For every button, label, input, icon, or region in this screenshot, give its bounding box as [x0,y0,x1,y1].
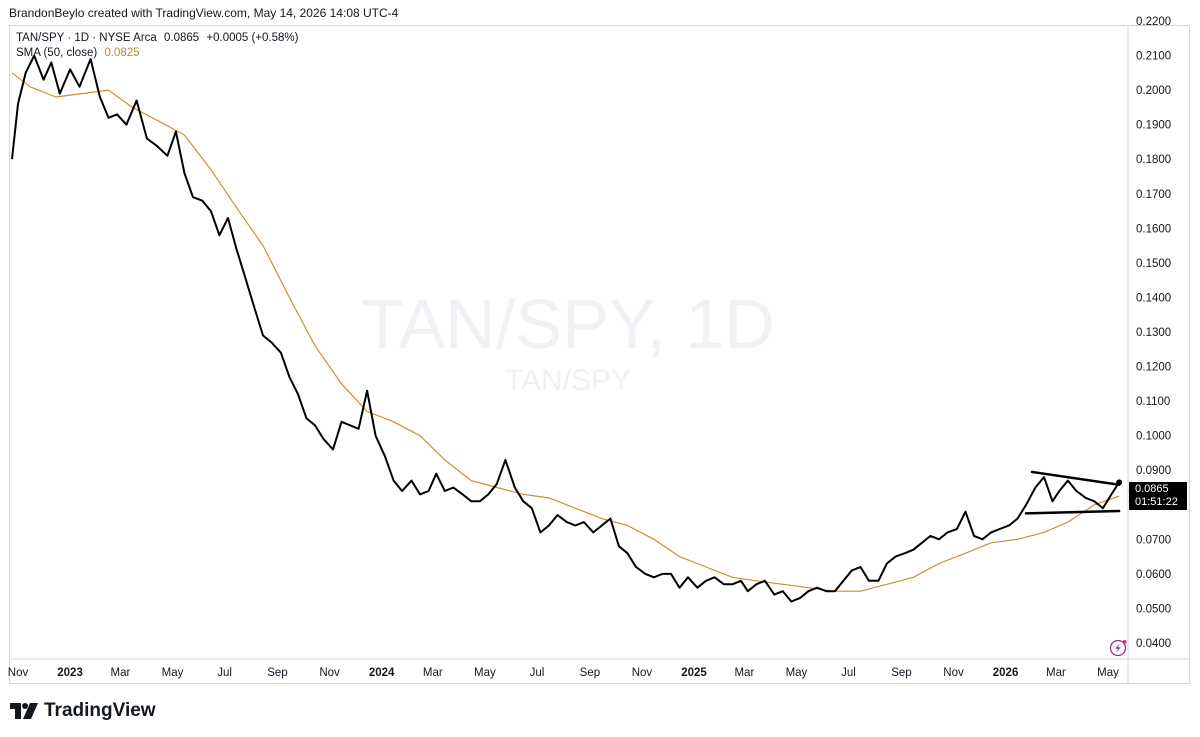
price-tick-label: 0.0700 [1136,534,1171,546]
sma-line [11,72,1120,592]
time-tick-label: Jul [841,667,856,679]
lower-trendline[interactable] [1024,509,1121,515]
time-axis[interactable]: Nov 2023 Mar May Jul Sep Nov 2024 Mar May Jul Sep No… [8,667,1119,679]
watermark-sub: TAN/SPY [505,364,631,397]
time-tick-label: Jul [217,667,232,679]
time-tick-label: Nov [632,667,653,679]
time-tick-label: Sep [580,667,600,679]
price-line [11,54,1120,603]
price-tick-label: 0.1700 [1136,189,1171,201]
chart-watermark: TAN/SPY, 1D TAN/SPY [361,285,775,397]
legend-symbol: TAN/SPY · 1D · NYSE Arca [16,32,157,44]
last-price-value: 0.0865 [1135,483,1169,495]
time-tick-label: Sep [267,667,287,679]
price-tick-label: 0.1600 [1136,223,1171,235]
replay-lightning-icon[interactable] [1109,639,1127,657]
time-tick-label: 2025 [681,667,707,679]
time-tick-label: 2024 [369,667,395,679]
chart-legend[interactable]: TAN/SPY · 1D · NYSE Arca 0.0865 +0.0005 … [16,31,298,61]
price-tick-label: 0.2100 [1136,51,1171,63]
time-tick-label: May [162,667,184,679]
time-tick-label: May [1097,667,1119,679]
price-axis[interactable]: 0.2200 0.2100 0.2000 0.1900 0.1800 0.1700 0.16… [1136,16,1171,650]
legend-sma-value: 0.0825 [104,47,140,59]
legend-symbol-row[interactable]: TAN/SPY · 1D · NYSE Arca 0.0865 +0.0005 … [16,31,298,46]
price-tick-label: 0.1800 [1136,154,1171,166]
time-tick-label: Mar [1046,667,1066,679]
price-tick-label: 0.1500 [1136,258,1171,270]
time-tick-label: Mar [734,667,754,679]
tradingview-logo-icon [10,703,38,719]
upper-trendline[interactable] [1030,470,1121,486]
price-tick-label: 0.0900 [1136,465,1171,477]
price-tick-label: 0.0400 [1136,638,1171,650]
price-tick-label: 0.0600 [1136,569,1171,581]
time-tick-label: May [786,667,808,679]
price-tick-label: 0.2200 [1136,16,1171,28]
time-tick-label: Jul [530,667,545,679]
price-tick-label: 0.1100 [1136,396,1170,408]
watermark-main: TAN/SPY, 1D [361,285,775,363]
legend-sma-label: SMA (50, close) [16,47,98,59]
time-tick-label: Nov [319,667,340,679]
bar-countdown: 01:51:22 [1135,496,1178,508]
tradingview-logo[interactable]: TradingView [10,700,156,722]
time-tick-label: Nov [8,667,29,679]
legend-last-price: 0.0865 [164,32,200,44]
time-tick-label: 2023 [57,667,83,679]
price-tick-label: 0.1900 [1136,120,1171,132]
time-tick-label: Sep [891,667,911,679]
time-tick-label: Nov [943,667,964,679]
price-tick-label: 0.1300 [1136,327,1171,339]
chart-credit: BrandonBeylo created with TradingView.co… [9,6,399,20]
legend-change: +0.0005 (+0.58%) [206,32,299,44]
chart-frame[interactable] [9,25,1190,684]
legend-sma-row[interactable]: SMA (50, close) 0.0825 [16,46,298,61]
time-tick-label: Mar [423,667,443,679]
price-tick-label: 0.1400 [1136,292,1171,304]
time-tick-label: May [474,667,496,679]
tradingview-brand: TradingView [44,700,156,721]
last-price-tag: 0.0865 01:51:22 [1129,482,1187,510]
drawing-layer[interactable] [1024,470,1121,515]
price-tick-label: 0.0500 [1136,603,1171,615]
time-tick-label: Mar [111,667,131,679]
time-tick-label: 2026 [993,667,1019,679]
price-tick-label: 0.1200 [1136,362,1171,374]
price-tick-label: 0.2000 [1136,85,1171,97]
price-tick-label: 0.1000 [1136,431,1171,443]
